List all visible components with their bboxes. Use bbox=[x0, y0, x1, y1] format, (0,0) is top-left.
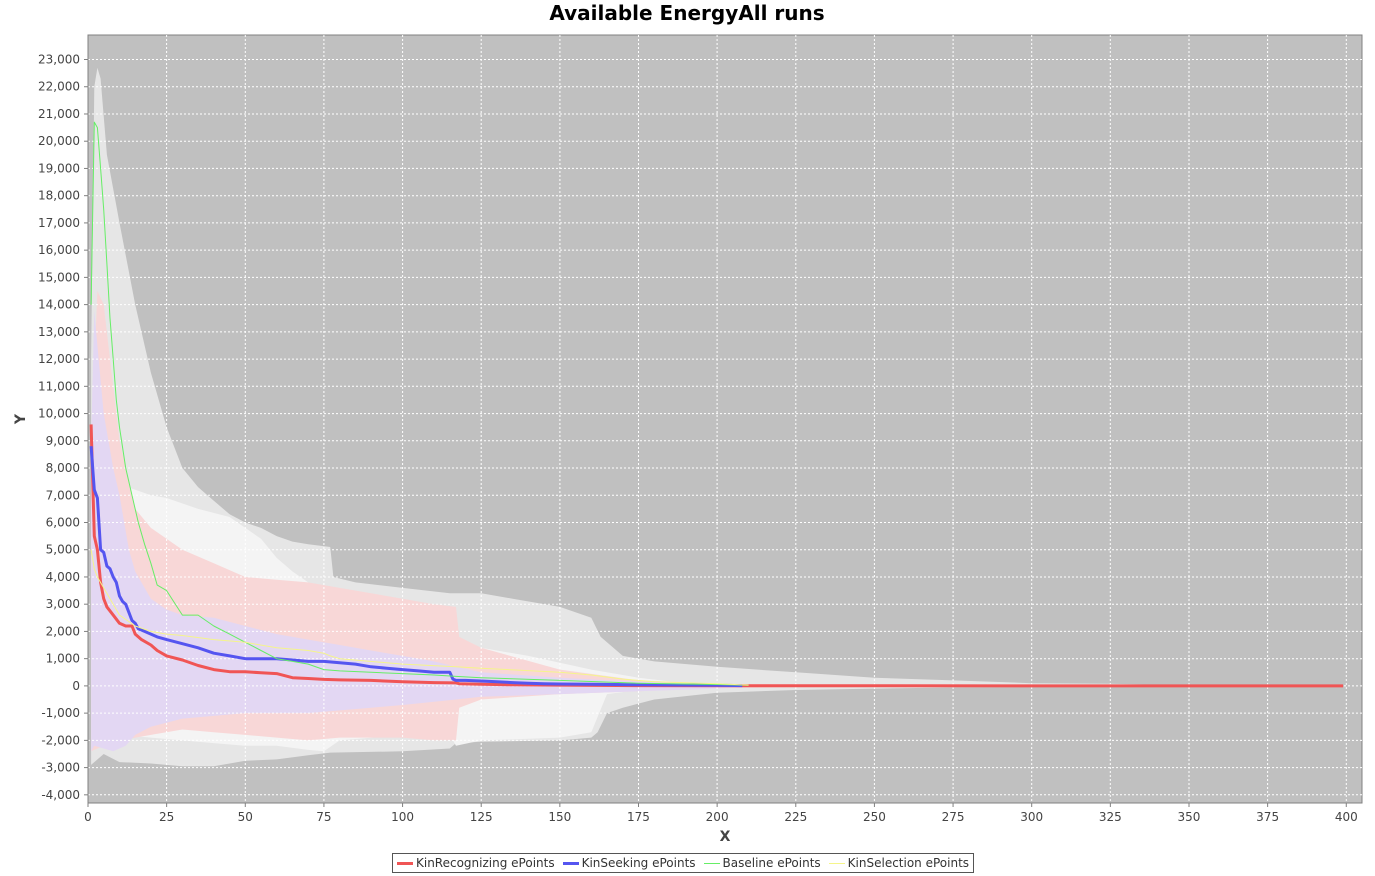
x-tick-label: 200 bbox=[706, 810, 729, 824]
y-tick-label: 15,000 bbox=[38, 270, 80, 284]
x-tick-label: 75 bbox=[316, 810, 331, 824]
x-tick-label: 375 bbox=[1256, 810, 1279, 824]
y-tick-label: -4,000 bbox=[41, 788, 80, 802]
y-tick-label: 7,000 bbox=[46, 488, 80, 502]
x-tick-label: 50 bbox=[238, 810, 253, 824]
x-tick-label: 350 bbox=[1178, 810, 1201, 824]
legend-swatch bbox=[397, 861, 413, 865]
y-tick-label: 11,000 bbox=[38, 379, 80, 393]
x-tick-label: 25 bbox=[159, 810, 174, 824]
band-baseline-range bbox=[91, 67, 1174, 767]
series-layer bbox=[89, 121, 1344, 688]
y-tick-label: 19,000 bbox=[38, 161, 80, 175]
y-tick-label: 12,000 bbox=[38, 352, 80, 366]
x-tick-label: 100 bbox=[391, 810, 414, 824]
chart-title: Available EnergyAll runs bbox=[549, 1, 824, 25]
x-tick-label: 300 bbox=[1020, 810, 1043, 824]
y-tick-label: 14,000 bbox=[38, 298, 80, 312]
y-tick-label: 20,000 bbox=[38, 134, 80, 148]
y-tick-label: 23,000 bbox=[38, 53, 80, 67]
grid-layer bbox=[88, 35, 1362, 803]
legend-item-kinrecognizing-epoints: KinRecognizing ePoints bbox=[397, 856, 555, 870]
x-axis-label: X bbox=[720, 829, 731, 845]
band-kinrecognizing-range bbox=[91, 291, 1344, 752]
legend-item-kinselection-epoints: KinSelection ePoints bbox=[828, 856, 970, 870]
legend-label: KinSeeking ePoints bbox=[581, 856, 696, 870]
y-tick-label: 5,000 bbox=[46, 543, 80, 557]
legend: KinRecognizing ePoints KinSeeking ePoints… bbox=[392, 853, 975, 873]
legend-item-baseline-epoints: Baseline ePoints bbox=[703, 856, 821, 870]
legend-label: KinRecognizing ePoints bbox=[416, 856, 555, 870]
legend-item-kinseeking-epoints: KinSeeking ePoints bbox=[562, 856, 696, 870]
y-tick-label: 17,000 bbox=[38, 216, 80, 230]
y-tick-label: 18,000 bbox=[38, 189, 80, 203]
legend-swatch bbox=[828, 862, 845, 864]
y-tick-label: 16,000 bbox=[38, 243, 80, 257]
y-tick-label: 6,000 bbox=[46, 515, 80, 529]
series-line-kinseeking-epoints bbox=[89, 446, 743, 688]
series-line-kinselection-epoints bbox=[90, 549, 749, 686]
band-kinseeking-range bbox=[91, 310, 749, 752]
y-tick-label: -2,000 bbox=[41, 733, 80, 747]
y-tick-label: -1,000 bbox=[41, 706, 80, 720]
x-tick-label: 0 bbox=[84, 810, 92, 824]
y-tick-label: -3,000 bbox=[41, 761, 80, 775]
x-tick-label: 175 bbox=[627, 810, 650, 824]
series-line-baseline-epoints bbox=[90, 121, 749, 686]
legend-label: Baseline ePoints bbox=[722, 856, 821, 870]
y-tick-label: 13,000 bbox=[38, 325, 80, 339]
x-tick-label: 250 bbox=[863, 810, 886, 824]
axes-layer: 0 25 50 75 100 125 150 175 200 225 250 275 300 325 350… bbox=[38, 35, 1362, 824]
y-tick-label: 0 bbox=[72, 679, 80, 693]
x-tick-label: 150 bbox=[548, 810, 571, 824]
x-tick-label: 275 bbox=[942, 810, 965, 824]
y-tick-label: 10,000 bbox=[38, 407, 80, 421]
legend-swatch bbox=[562, 861, 579, 865]
y-tick-label: 9,000 bbox=[46, 434, 80, 448]
y-tick-label: 4,000 bbox=[46, 570, 80, 584]
x-tick-label: 125 bbox=[470, 810, 493, 824]
y-tick-label: 2,000 bbox=[46, 624, 80, 638]
y-tick-label: 1,000 bbox=[46, 652, 80, 666]
legend-label: KinSelection ePoints bbox=[847, 856, 970, 870]
x-tick-label: 400 bbox=[1335, 810, 1358, 824]
y-tick-label: 3,000 bbox=[46, 597, 80, 611]
y-tick-label: 22,000 bbox=[38, 80, 80, 94]
x-tick-label: 325 bbox=[1099, 810, 1122, 824]
y-tick-label: 21,000 bbox=[38, 107, 80, 121]
y-tick-label: 8,000 bbox=[46, 461, 80, 475]
y-axis-label: Y bbox=[13, 413, 29, 425]
x-tick-label: 225 bbox=[784, 810, 807, 824]
legend-swatch bbox=[703, 862, 720, 864]
